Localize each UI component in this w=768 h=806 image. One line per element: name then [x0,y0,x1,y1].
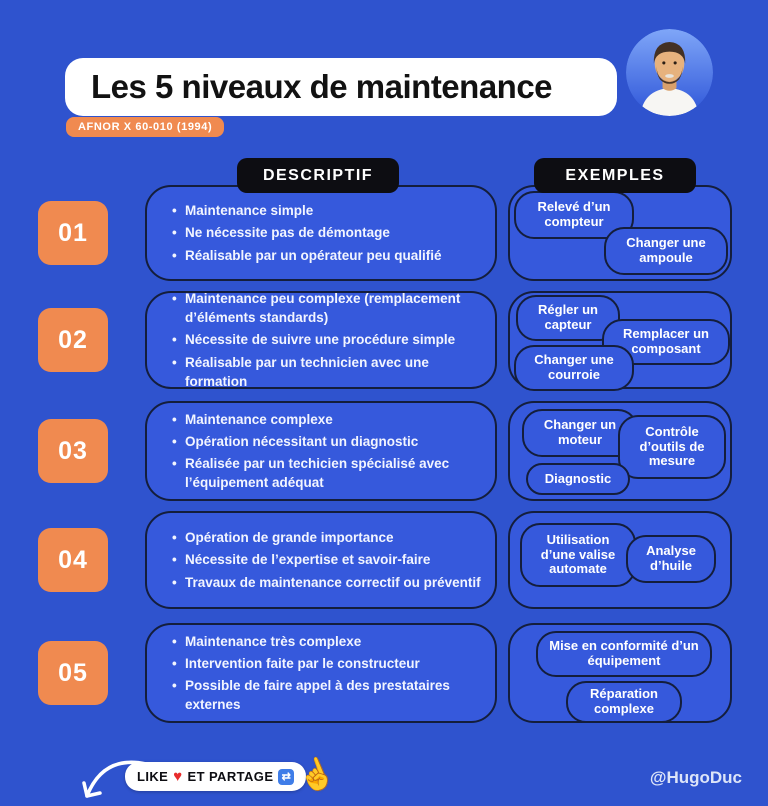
bullet-item: Maintenance simple [172,201,481,220]
level-number-badge: 02 [38,308,108,372]
bullet-list: Opération de grande importance Nécessite… [163,525,481,594]
bullet-item: Maintenance peu complexe (remplacement d… [172,289,481,327]
example-bubble: Changer une courroie [514,345,634,391]
bullet-list: Maintenance simple Ne nécessite pas de d… [163,198,481,267]
example-bubble: Régler un capteur [516,295,620,341]
pointing-hand-icon: ☝ [293,753,341,798]
like-share-cta: LIKE ♥ ET PARTAGE ⇄ [125,762,307,791]
title-box: Les 5 niveaux de maintenance [65,58,617,116]
descriptif-box: Maintenance simple Ne nécessite pas de d… [145,185,497,281]
descriptif-box: Opération de grande importance Nécessite… [145,511,497,609]
bullet-item: Nécessite de l’expertise et savoir-faire [172,550,481,569]
bullet-item: Réalisée par un techicien spécialisé ave… [172,454,481,492]
level-row-3: 03 Maintenance complexe Opération nécess… [0,401,768,501]
cta-partage-label: ET PARTAGE [187,769,274,784]
cta-like-label: LIKE [137,769,169,784]
example-bubble: Remplacer un composant [602,319,730,365]
column-header-exemples: EXEMPLES [534,158,696,193]
author-avatar [626,29,713,116]
repost-icon: ⇄ [278,768,295,785]
bullet-item: Réalisable par un technicien avec une fo… [172,353,481,391]
bullet-item: Maintenance très complexe [172,632,481,651]
level-number-badge: 04 [38,528,108,592]
exemples-box: Relevé d’un compteur Changer une ampoule [508,185,732,281]
level-row-1: 01 Maintenance simple Ne nécessite pas d… [0,185,768,281]
curved-arrow-icon [82,760,148,798]
example-bubble: Réparation complexe [566,681,682,723]
example-bubble: Changer une ampoule [604,227,728,275]
bullet-list: Maintenance très complexe Intervention f… [163,629,481,718]
bullet-item: Nécessite de suivre une procédure simple [172,330,481,349]
column-header-descriptif: DESCRIPTIF [237,158,399,193]
level-row-5: 05 Maintenance très complexe Interventio… [0,623,768,723]
exemples-box: Utilisation d’une valise automate Analys… [508,511,732,609]
example-bubble: Contrôle d’outils de mesure [618,415,726,479]
bullet-item: Opération de grande importance [172,528,481,547]
level-number-badge: 05 [38,641,108,705]
example-bubble: Diagnostic [526,463,630,495]
example-bubble: Relevé d’un compteur [514,191,634,239]
exemples-box: Régler un capteur Remplacer un composant… [508,291,732,391]
afnor-standard-badge: AFNOR X 60-010 (1994) [66,117,225,137]
level-number-badge: 03 [38,419,108,483]
bullet-item: Travaux de maintenance correctif ou prév… [172,573,481,592]
portrait-man-icon [626,29,713,116]
bullet-item: Intervention faite par le constructeur [172,654,481,673]
page-title: Les 5 niveaux de maintenance [91,68,553,105]
bullet-item: Réalisable par un opérateur peu qualifié [172,246,481,265]
example-bubble: Mise en conformité d’un équipement [536,631,712,677]
heart-icon: ♥ [173,768,183,785]
bullet-item: Ne nécessite pas de démontage [172,223,481,242]
descriptif-box: Maintenance peu complexe (remplacement d… [145,289,497,389]
bullet-item: Maintenance complexe [172,410,481,429]
bullet-list: Maintenance peu complexe (remplacement d… [163,286,481,394]
bullet-item: Opération nécessitant un diagnostic [172,432,481,451]
example-bubble: Utilisation d’une valise automate [520,523,636,587]
level-row-2: 02 Maintenance peu complexe (remplacemen… [0,289,768,391]
descriptif-box: Maintenance complexe Opération nécessita… [145,401,497,501]
level-row-4: 04 Opération de grande importance Nécess… [0,511,768,609]
exemples-box: Changer un moteur Contrôle d’outils de m… [508,401,732,501]
author-handle: @HugoDuc [649,768,742,787]
level-number-badge: 01 [38,201,108,265]
example-bubble: Analyse d’huile [626,535,716,583]
bullet-list: Maintenance complexe Opération nécessita… [163,407,481,496]
descriptif-box: Maintenance très complexe Intervention f… [145,623,497,723]
bullet-item: Possible de faire appel à des prestatair… [172,676,481,714]
exemples-box: Mise en conformité d’un équipement Répar… [508,623,732,723]
